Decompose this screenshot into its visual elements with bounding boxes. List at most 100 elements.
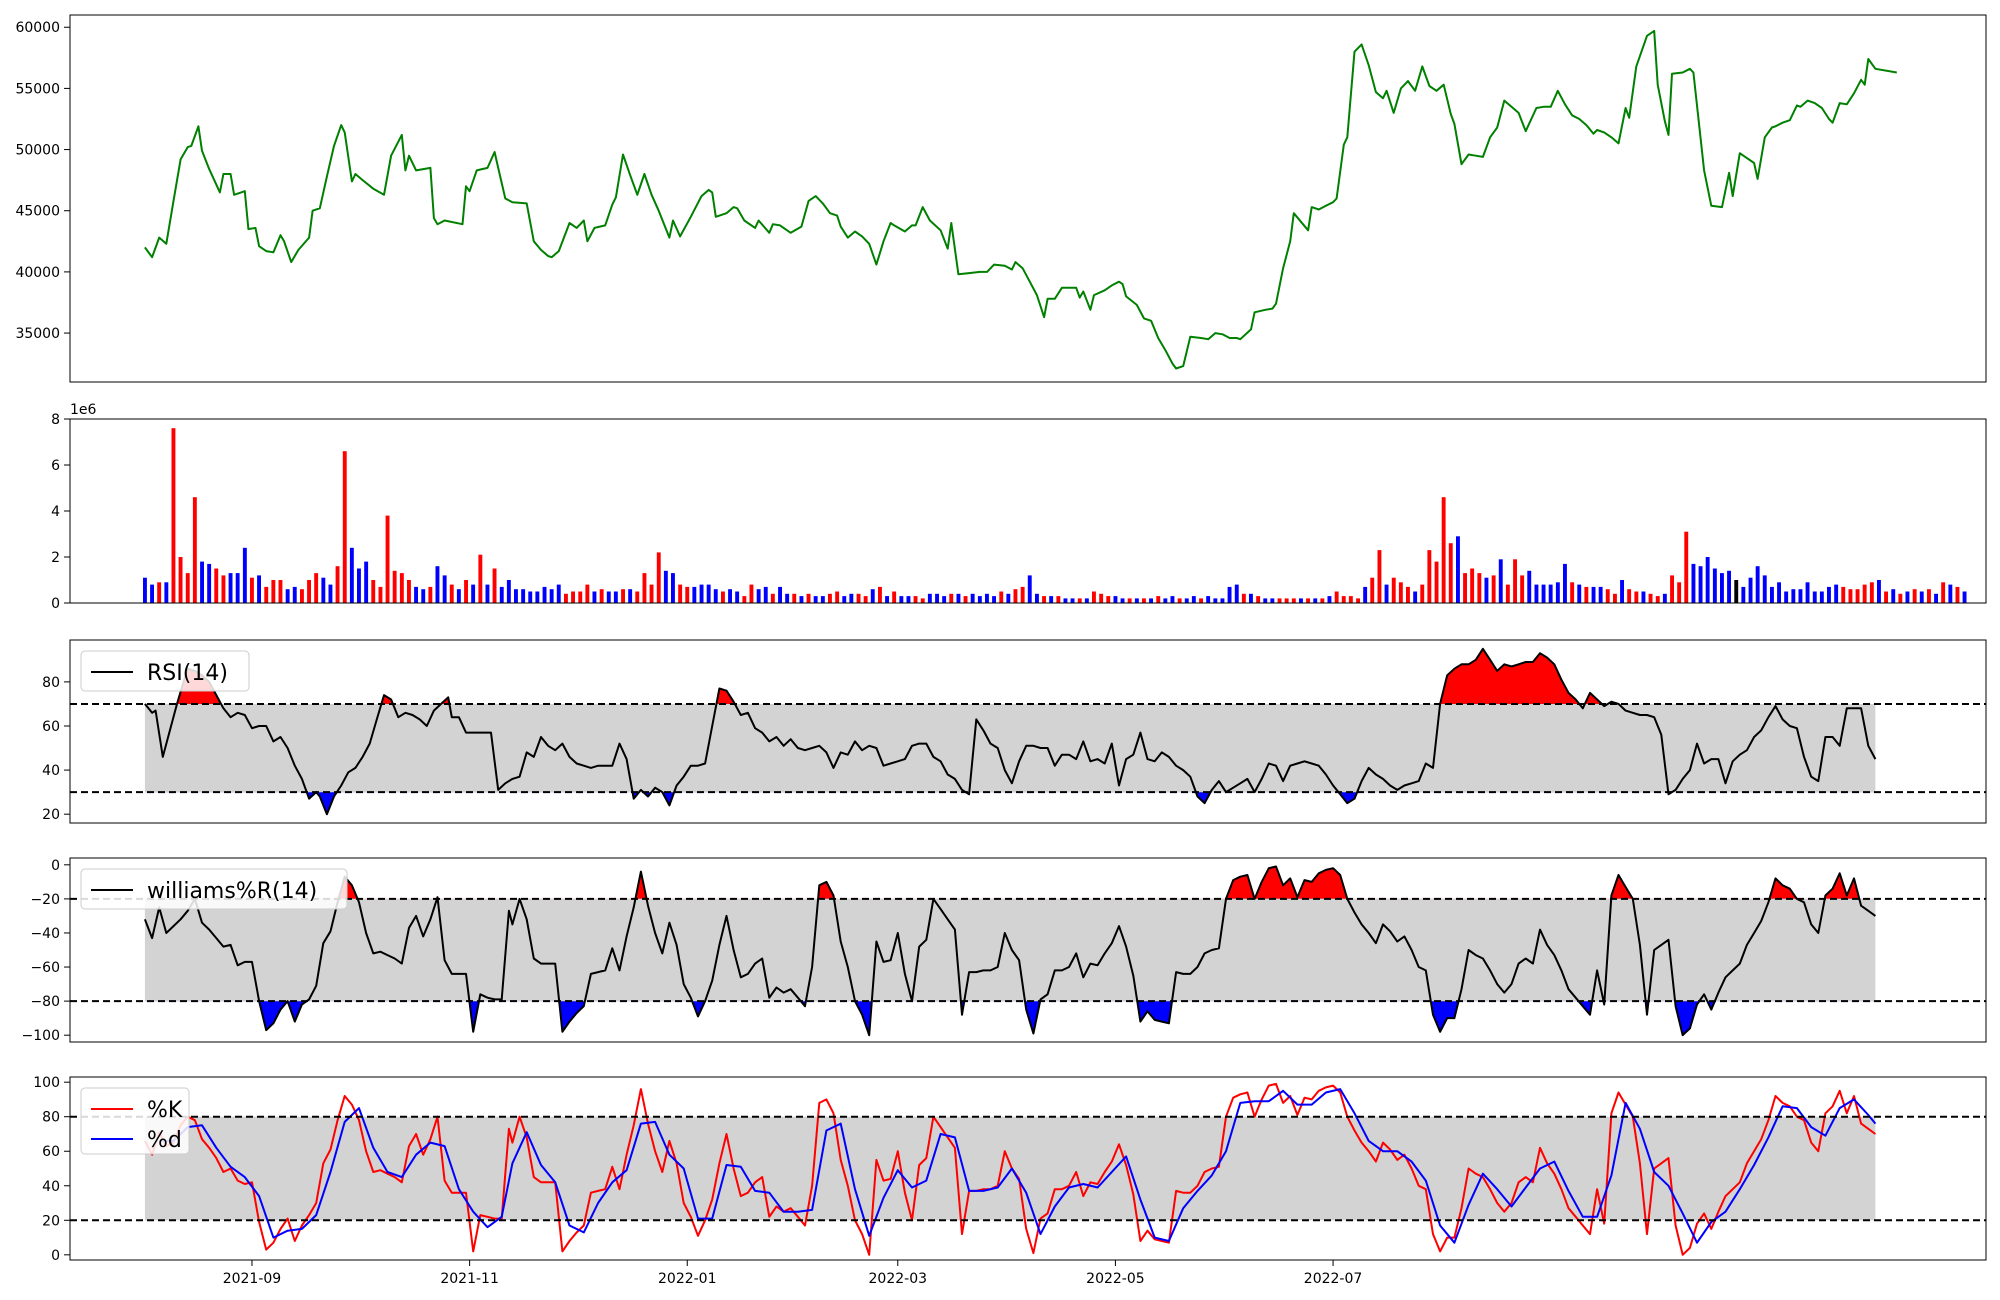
- volume-bar: [456, 589, 461, 603]
- volume-offset-label: 1e6: [70, 402, 97, 418]
- volume-bar: [492, 568, 497, 603]
- volume-bar: [799, 596, 804, 603]
- volume-bar: [150, 584, 154, 603]
- volume-bar: [585, 584, 590, 603]
- volume-bar: [399, 573, 404, 603]
- xtick-label: 2022-01: [658, 1271, 717, 1287]
- legend-box: [80, 868, 348, 910]
- volume-bar: [1035, 593, 1039, 603]
- volume-bar: [264, 586, 269, 603]
- volume-bar: [1741, 586, 1746, 603]
- volume-bar: [1363, 586, 1368, 603]
- volume-bar: [599, 589, 604, 603]
- volume-bar: [321, 577, 326, 603]
- volume-bar: [1434, 561, 1439, 603]
- volume-bar: [1591, 586, 1596, 603]
- volume-bar: [1777, 582, 1781, 603]
- volume-bar: [1249, 593, 1253, 603]
- stochastic-ytick-label: 60: [42, 1144, 60, 1160]
- volume-bar: [1884, 591, 1888, 603]
- volume-bar: [1805, 582, 1810, 603]
- volume-bar: [863, 596, 868, 603]
- volume-bar: [357, 568, 361, 603]
- volume-bar: [1570, 582, 1575, 603]
- volume-bar: [1063, 598, 1068, 603]
- volume-bar: [1277, 598, 1282, 603]
- volume-bar: [1641, 591, 1646, 603]
- volume-bar: [806, 593, 811, 603]
- volume-bar: [1413, 591, 1418, 603]
- volume-bar: [1320, 598, 1325, 603]
- volume-bar: [1869, 582, 1874, 603]
- volume-bar: [1662, 593, 1667, 603]
- legend-label: %d: [147, 1128, 182, 1153]
- volume-bar: [1306, 598, 1310, 603]
- volume-bar: [613, 591, 618, 603]
- legend-label: RSI(14): [147, 661, 228, 686]
- volume-bar: [242, 547, 247, 603]
- volume-bar: [257, 575, 261, 603]
- volume-bar: [1234, 584, 1239, 603]
- volume-bar: [1463, 573, 1467, 603]
- volume-bar: [1605, 589, 1610, 603]
- volume-bar: [885, 596, 889, 603]
- volume-bar: [706, 584, 711, 603]
- volume-bar: [1877, 580, 1881, 603]
- volume-bar: [342, 451, 347, 603]
- volume-bar: [792, 593, 797, 603]
- volume-bar: [378, 586, 383, 603]
- volume-bar: [763, 586, 768, 603]
- legend: %K %d: [80, 1087, 190, 1155]
- volume-bar: [1220, 598, 1225, 603]
- stochastic-series-d-line: [159, 1088, 1877, 1244]
- volume-bar: [906, 596, 911, 603]
- stochastic-band-fill: [144, 1116, 1876, 1221]
- volume-bar: [207, 563, 212, 603]
- volume-bar: [1106, 596, 1111, 603]
- price-panel: 35000 40000 45000 50000 55000 60000: [15, 14, 1987, 383]
- volume-bar: [742, 596, 747, 603]
- volume-bar: [1555, 582, 1560, 603]
- volume-bar: [1099, 593, 1104, 603]
- volume-bar: [414, 586, 418, 603]
- stochastic-ytick-label: 0: [51, 1248, 60, 1264]
- volume-bar: [556, 584, 561, 603]
- volume-bar: [1241, 593, 1246, 603]
- volume-bar: [1634, 591, 1639, 603]
- volume-bar: [1827, 586, 1831, 603]
- volume-bar: [927, 593, 932, 603]
- volume-bar: [1791, 589, 1796, 603]
- volume-bar: [514, 589, 518, 603]
- volume-bar: [1584, 586, 1589, 603]
- volume-bar: [200, 561, 204, 603]
- volume-bar: [1006, 593, 1011, 603]
- volume-bar: [949, 593, 954, 603]
- volume-bar: [1163, 598, 1168, 603]
- volume-bar: [1598, 586, 1603, 603]
- volume-bar: [1755, 566, 1760, 603]
- xtick-label: 2021-11: [440, 1271, 499, 1287]
- volume-bar: [192, 497, 197, 603]
- volume-bar: [1334, 591, 1339, 603]
- volume-bar: [1955, 586, 1960, 603]
- volume-bar: [478, 554, 483, 603]
- volume-bar: [1812, 591, 1817, 603]
- volume-bar: [1891, 589, 1896, 603]
- volume-bar: [292, 586, 297, 603]
- volume-bar: [1691, 563, 1696, 603]
- volume-bar: [1377, 550, 1382, 603]
- williams-line: [143, 865, 1876, 1037]
- volume-bar: [1291, 598, 1296, 603]
- volume-bar: [1784, 591, 1789, 603]
- volume-bar: [785, 593, 790, 603]
- stochastic-series-k-line: [144, 1082, 1876, 1256]
- legend: williams%R(14): [80, 868, 348, 910]
- volume-bar: [1734, 580, 1739, 603]
- volume-bar: [592, 591, 597, 603]
- volume-bar: [1655, 596, 1660, 603]
- legend-box: [80, 1087, 190, 1155]
- price-ytick-label: 50000: [15, 143, 60, 159]
- volume-bar: [1184, 598, 1189, 603]
- volume-bar: [221, 575, 226, 603]
